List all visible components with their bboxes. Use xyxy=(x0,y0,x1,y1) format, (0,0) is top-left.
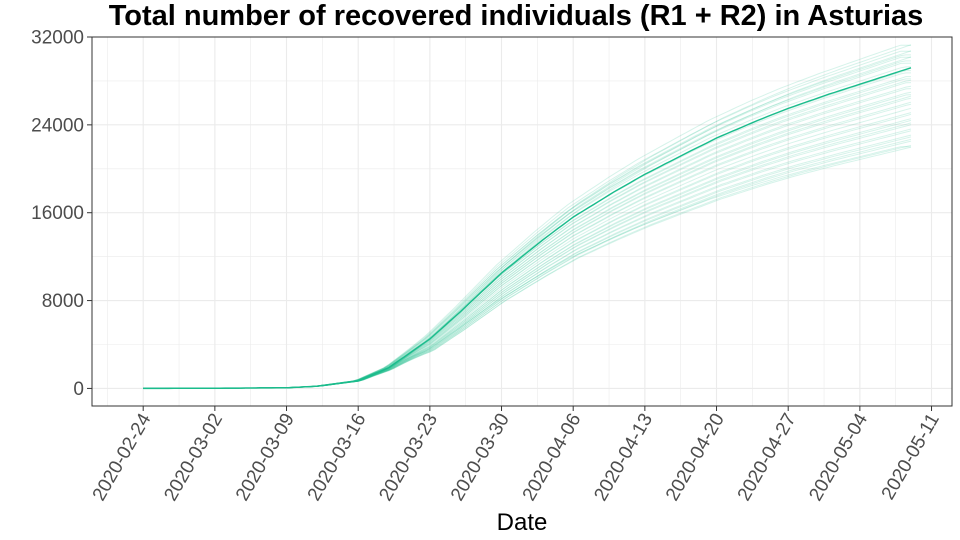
x-tick-label: 2020-04-27 xyxy=(734,410,801,505)
ensemble-line xyxy=(143,85,912,389)
ensemble-line xyxy=(143,72,911,389)
main-series-line xyxy=(143,67,912,390)
x-tick-label: 2020-03-16 xyxy=(304,410,371,505)
x-tick-label: 2020-03-23 xyxy=(375,410,442,505)
y-tick-label: 16000 xyxy=(31,203,84,224)
panel-border xyxy=(91,36,953,407)
y-axis: 0 8000 16000 24000 32000 xyxy=(31,28,92,400)
y-tick-label: 0 xyxy=(73,379,84,400)
ensemble-line xyxy=(143,128,912,389)
y-tick-label: 24000 xyxy=(31,115,84,136)
chart-title: Total number of recovered individuals (R… xyxy=(109,0,924,32)
x-tick-label: 2020-03-02 xyxy=(160,410,227,505)
ensemble-line xyxy=(143,54,911,389)
x-tick-label: 2020-04-13 xyxy=(590,410,657,505)
x-tick-label: 2020-05-04 xyxy=(805,410,872,505)
x-tick-label: 2020-05-11 xyxy=(878,410,944,503)
x-tick-label: 2020-04-06 xyxy=(519,410,586,505)
ensemble-line xyxy=(143,60,911,389)
x-axis-title: Date xyxy=(497,509,548,536)
ensemble-line xyxy=(143,122,912,389)
x-axis: 2020-02-24 2020-03-02 2020-03-09 2020-03-16… xyxy=(89,406,944,505)
ensemble-line xyxy=(143,118,912,389)
ensemble-line xyxy=(143,66,911,389)
ensemble-line xyxy=(143,50,911,389)
x-tick-label: 2020-03-30 xyxy=(447,410,514,505)
ensemble-line xyxy=(143,50,912,389)
grid xyxy=(92,36,952,406)
x-tick-label: 2020-04-20 xyxy=(662,410,729,505)
y-tick-label: 8000 xyxy=(42,291,84,312)
ensemble-lines xyxy=(143,44,912,389)
y-tick-label: 32000 xyxy=(31,28,84,49)
x-tick-label: 2020-02-24 xyxy=(89,410,156,505)
x-tick-label: 2020-03-09 xyxy=(232,410,299,505)
ensemble-line xyxy=(143,138,912,389)
ensemble-line xyxy=(143,70,911,389)
